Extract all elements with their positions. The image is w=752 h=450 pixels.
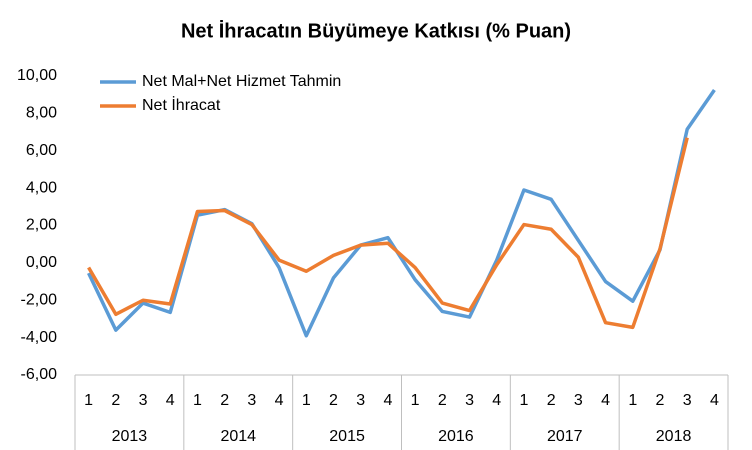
legend-label: Net İhracat: [142, 95, 221, 114]
x-tick-label: 2: [547, 392, 556, 409]
y-tick-label: -2,00: [21, 291, 58, 308]
x-tick-label: 3: [356, 392, 365, 409]
legend-label: Net Mal+Net Hizmet Tahmin: [142, 73, 341, 90]
y-tick-label: 8,00: [26, 105, 57, 122]
x-tick-label: 4: [166, 392, 175, 409]
series-line: [87, 137, 689, 330]
y-tick-label: 2,00: [26, 217, 57, 234]
x-tick-label: 1: [628, 392, 637, 409]
x-tick-label: 1: [411, 392, 420, 409]
x-tick-label: 1: [302, 392, 311, 409]
x-tick-label: 3: [574, 392, 583, 409]
group-label: 2018: [656, 428, 692, 445]
x-tick-label: 2: [656, 392, 665, 409]
group-label: 2016: [438, 428, 474, 445]
x-tick-label: 4: [710, 392, 719, 409]
group-label: 2014: [220, 428, 256, 445]
x-tick-label: 1: [519, 392, 528, 409]
x-tick-label: 4: [383, 392, 392, 409]
x-tick-label: 3: [465, 392, 474, 409]
x-tick-label: 3: [139, 392, 148, 409]
group-label: 2015: [329, 428, 365, 445]
x-tick-label: 4: [601, 392, 610, 409]
x-tick-label: 1: [84, 392, 93, 409]
chart-title: Net İhracatın Büyümeye Katkısı (% Puan): [181, 19, 571, 42]
x-tick-label: 3: [683, 392, 692, 409]
y-tick-label: 0,00: [26, 254, 57, 271]
x-tick-label: 2: [220, 392, 229, 409]
x-tick-label: 2: [329, 392, 338, 409]
y-tick-label: 10,00: [17, 67, 57, 84]
x-tick-label: 4: [275, 392, 284, 409]
y-tick-label: -6,00: [21, 366, 58, 383]
group-label: 2013: [112, 428, 148, 445]
group-label: 2017: [547, 428, 583, 445]
series-line: [87, 89, 716, 338]
x-tick-label: 2: [438, 392, 447, 409]
y-tick-label: 4,00: [26, 179, 57, 196]
x-tick-label: 1: [193, 392, 202, 409]
x-tick-label: 4: [492, 392, 501, 409]
x-tick-label: 3: [247, 392, 256, 409]
y-tick-label: 6,00: [26, 142, 57, 159]
y-tick-label: -4,00: [21, 329, 58, 346]
x-tick-label: 2: [111, 392, 120, 409]
